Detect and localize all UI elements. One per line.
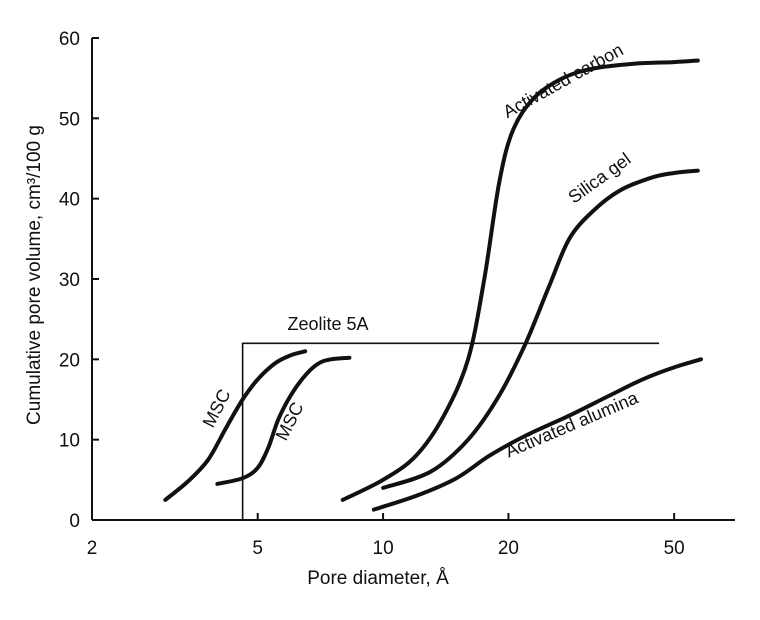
y-tick-label: 50 — [59, 109, 80, 130]
y-tick-label: 60 — [59, 29, 80, 50]
y-tick-label: 20 — [59, 350, 80, 371]
x-tick-label: 5 — [252, 538, 263, 559]
x-tick-label: 20 — [498, 538, 519, 559]
silica-gel-label: Silica gel — [564, 149, 634, 208]
x-tick-label: 10 — [373, 538, 394, 559]
y-axis-ticks: 0 10 20 30 40 50 60 — [59, 29, 99, 532]
zeolite-5a-label: Zeolite 5A — [287, 314, 368, 334]
x-axis-title: Pore diameter, Å — [307, 568, 449, 589]
y-tick-label: 10 — [59, 431, 80, 452]
activated-alumina-label: Activated alumina — [502, 387, 642, 461]
y-tick-label: 30 — [59, 270, 80, 291]
zeolite-5a-marker — [241, 342, 660, 520]
y-tick-label: 0 — [69, 511, 80, 532]
zeolite-5a-line — [241, 342, 660, 520]
x-axis-ticks: 2 5 10 20 50 — [87, 513, 685, 559]
activated-alumina-curve — [371, 357, 703, 512]
x-tick-label: 2 — [87, 538, 98, 559]
axes — [91, 38, 735, 521]
activated-carbon-curve — [340, 58, 700, 502]
x-tick-label: 50 — [664, 538, 685, 559]
silica-gel-curve — [381, 168, 700, 490]
y-tick-label: 40 — [59, 190, 80, 211]
y-axis-title: Cumulative pore volume, cm³/100 g — [24, 125, 45, 425]
activated-carbon-label: Activated carbon — [500, 40, 627, 122]
curves — [163, 58, 703, 512]
msc-2-curve — [215, 355, 352, 486]
